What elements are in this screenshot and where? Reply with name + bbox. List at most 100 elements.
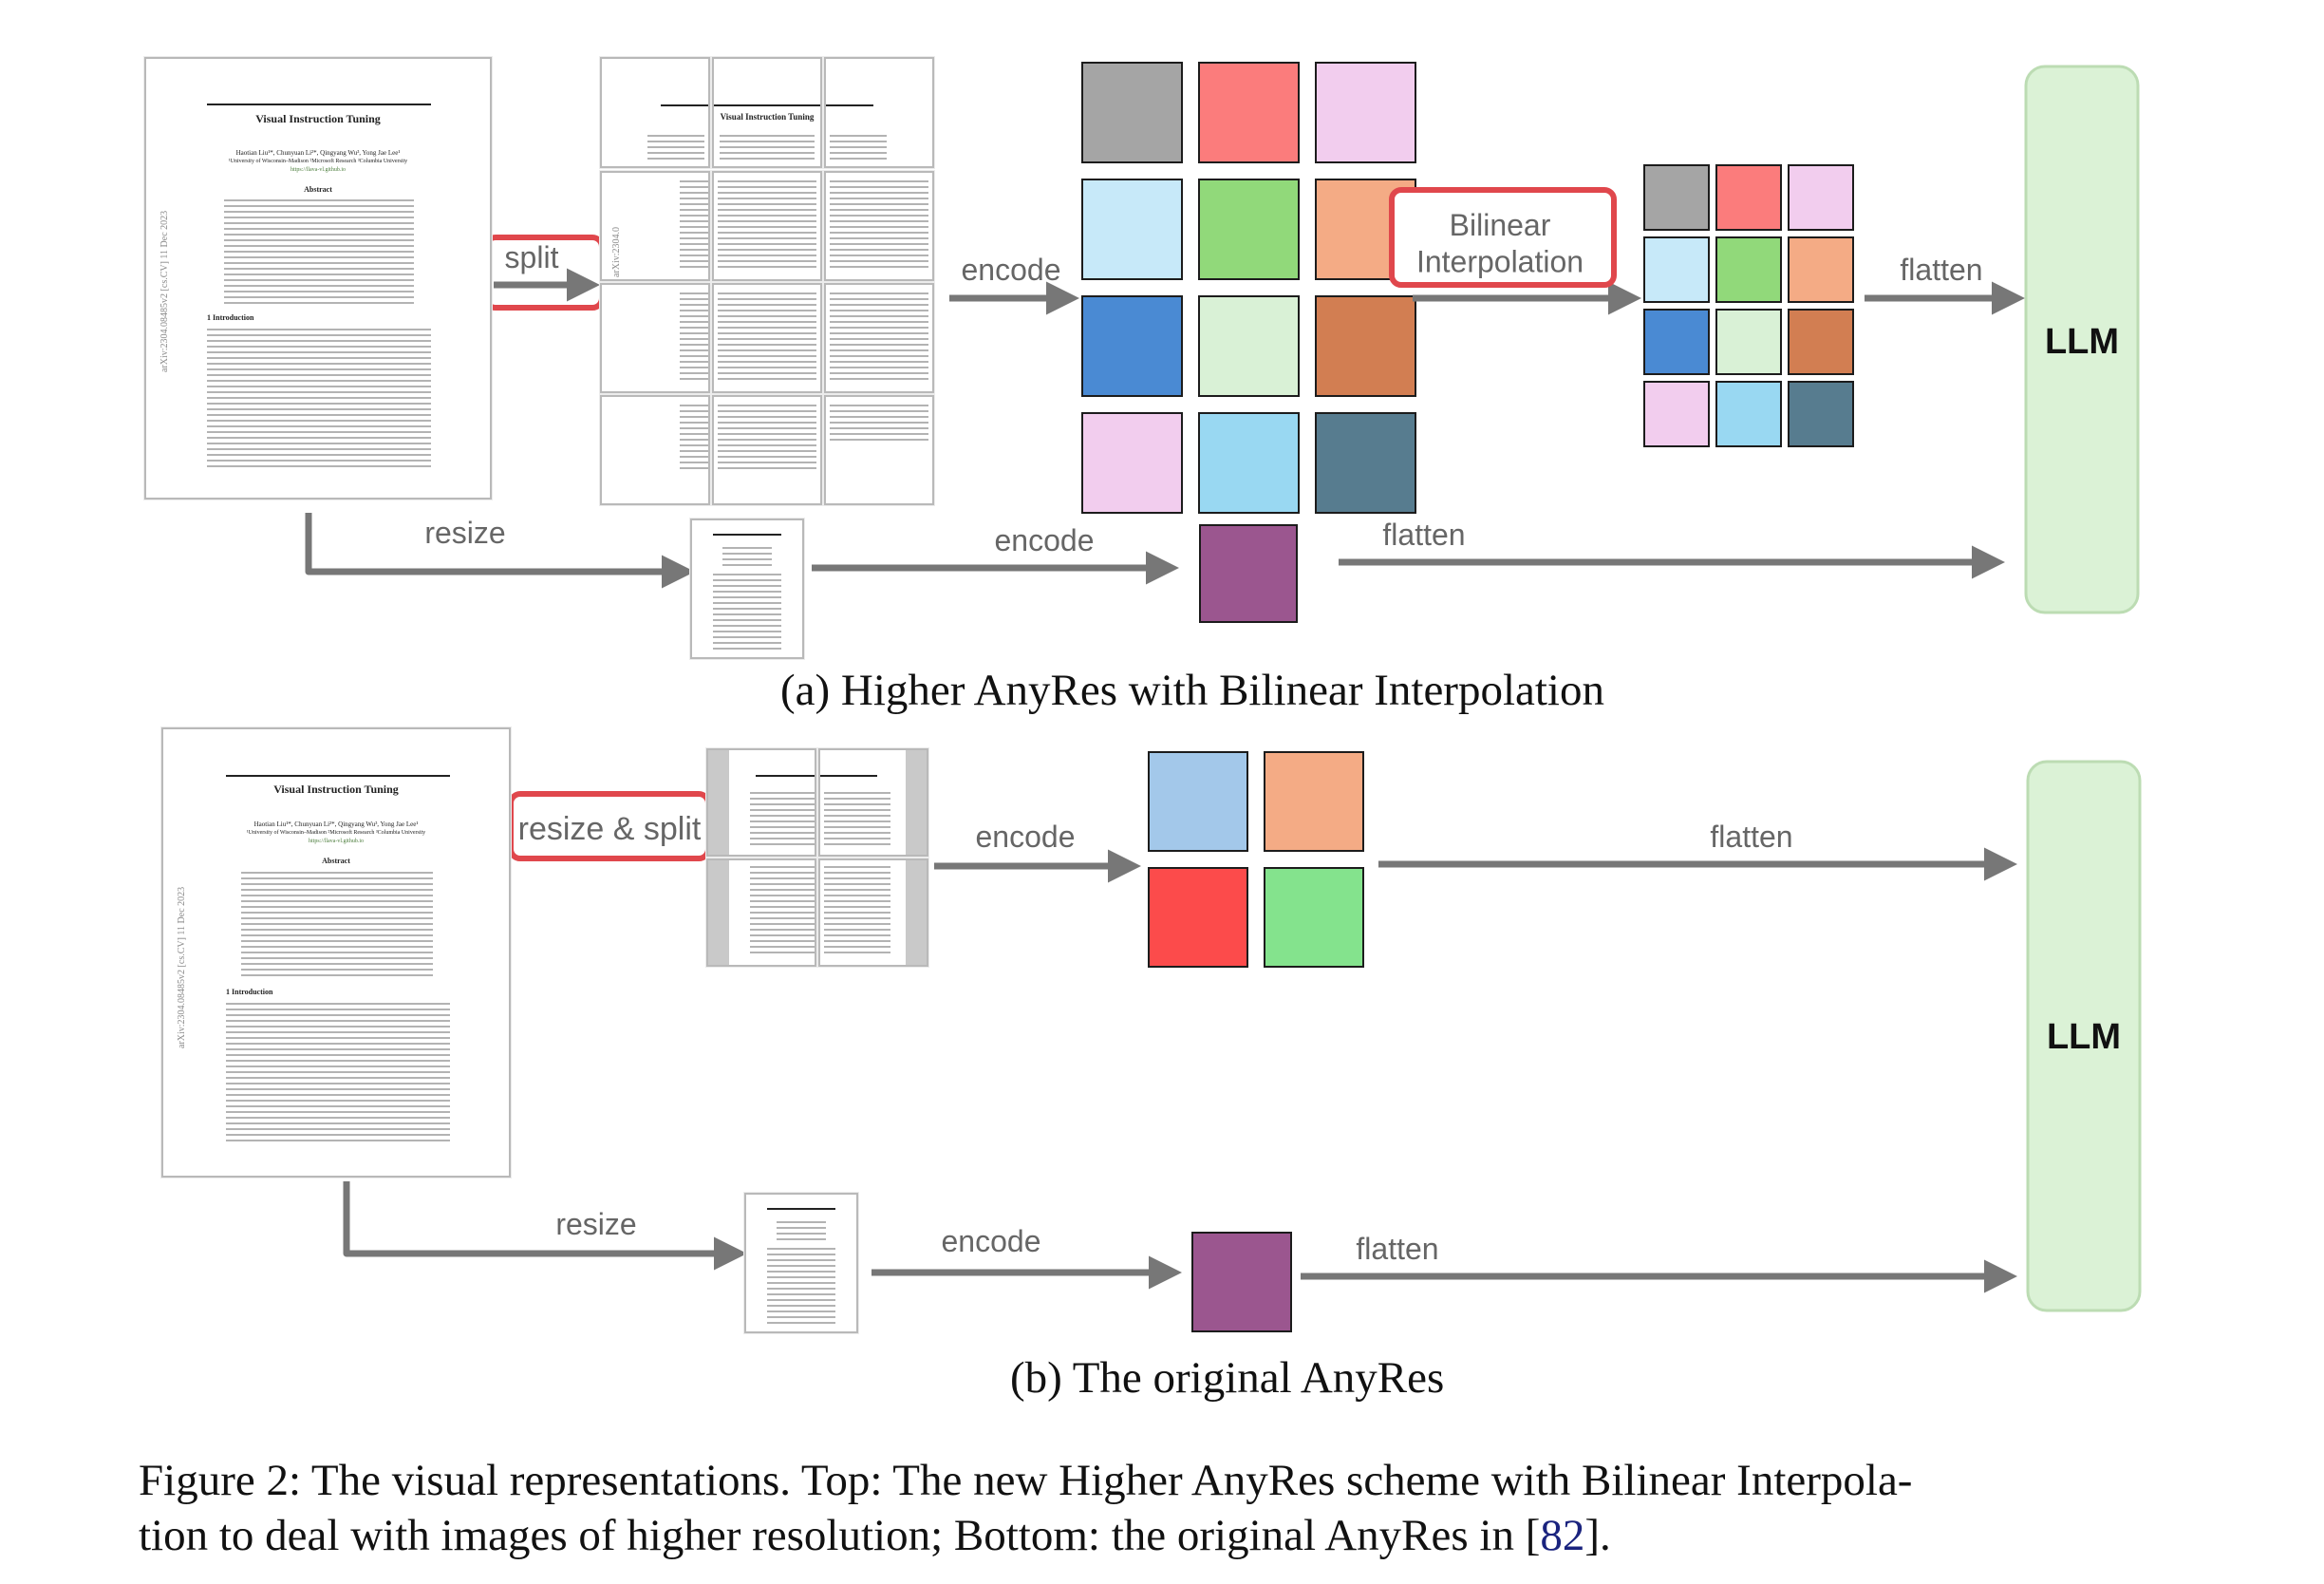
interpolated-grid-a-token-r2-c1: [1643, 236, 1710, 303]
interpolated-grid-a-token-r1-c3: [1788, 164, 1854, 231]
bilinear-label-line: Bilinear: [1450, 208, 1551, 242]
paper-affiliations: ¹University of Wisconsin–Madison ²Micros…: [228, 159, 408, 164]
resized-title-rule: [767, 1208, 835, 1210]
interpolated-grid-a-token-r1-c2: [1715, 164, 1782, 231]
interpolated-grid-a-token-r2-c2: [1715, 236, 1782, 303]
encoded-grid-a-token-r3-c2: [1198, 295, 1300, 397]
arxiv-stamp: arXiv:2304.08485v2 [cs.CV] 11 Dec 2023: [159, 210, 170, 372]
figure-caption-line-2-text: tion to deal with images of higher resol…: [139, 1511, 1541, 1560]
abstract-heading: Abstract: [304, 185, 332, 194]
panel-a-split-tile-2: Visual Instruction Tuning: [712, 57, 822, 168]
citation-link[interactable]: 82: [1540, 1511, 1585, 1560]
tile-text: [680, 292, 708, 384]
tile-text: [720, 135, 815, 160]
panel-a-split-tile-12: [824, 395, 934, 505]
tile-rule: [661, 104, 708, 106]
flatten-label-a-top-line: flatten: [1900, 253, 1982, 287]
flatten-label-a-top: flatten: [1900, 253, 1982, 287]
resize-label-b: resize: [555, 1207, 636, 1241]
llm-label-b: LLM: [2047, 1017, 2121, 1057]
encode-label-b-bottom: encode: [942, 1224, 1041, 1258]
interpolated-grid-a-token-r4-c3: [1788, 381, 1854, 447]
resize-arrow-b: [343, 1181, 747, 1271]
abstract-text: [241, 872, 433, 976]
llm-label-a-line: LLM: [2045, 322, 2119, 362]
resized-text-1: [722, 547, 772, 568]
figure-caption-line-1: Figure 2: The visual representations. To…: [139, 1456, 1913, 1505]
flatten-label-b-top: flatten: [1710, 820, 1792, 854]
encoded-grid-a-token-r4-c3: [1315, 412, 1416, 514]
encode-label-a-top-line: encode: [962, 253, 1061, 287]
tile-text: [718, 405, 816, 471]
encoded-grid-b-token-r1-c1: [1148, 751, 1248, 852]
section-heading: 1 Introduction: [226, 988, 273, 996]
global-token-b: [1191, 1232, 1292, 1332]
arxiv-stamp: arXiv:2304.08485v2 [cs.CV] 11 Dec 2023: [177, 886, 187, 1048]
body-text: [226, 1003, 450, 1145]
llm-label-b-line: LLM: [2047, 1017, 2121, 1057]
panel-b-split-tile-2: [818, 748, 928, 857]
panel-b-split-tile-3: [706, 858, 816, 967]
padding-bar: [708, 750, 729, 855]
interpolated-grid-a-token-r2-c3: [1788, 236, 1854, 303]
title-rule: [226, 775, 450, 777]
interpolated-grid-a-token-r3-c1: [1643, 309, 1710, 375]
panel-a-split-tile-4: arXiv:2304.0: [600, 171, 710, 281]
encode-label-a-bottom-line: encode: [995, 523, 1095, 557]
encoded-grid-a-token-r1-c2: [1198, 62, 1300, 163]
flatten-label-a-bottom: flatten: [1382, 518, 1465, 552]
tile-text: [830, 180, 928, 272]
figure-caption-line-2: tion to deal with images of higher resol…: [139, 1508, 1611, 1563]
panel-b-split-tile-4: [818, 858, 928, 967]
panel-a-caption: (a) Higher AnyRes with Bilinear Interpol…: [780, 666, 1604, 715]
tile-rule: [756, 775, 815, 777]
encode-label-b-top: encode: [976, 820, 1076, 854]
panel-a-split-tile-9: [824, 283, 934, 393]
title-rule: [207, 104, 431, 105]
encoded-grid-a-token-r2-c2: [1198, 179, 1300, 280]
body-text: [207, 329, 431, 471]
encoded-grid-a-token-r1-c1: [1081, 62, 1183, 163]
panel-a-resized-page: [690, 519, 804, 659]
interpolated-grid-a-token-r3-c3: [1788, 309, 1854, 375]
interpolated-grid-a-token-r1-c1: [1643, 164, 1710, 231]
encoded-grid-a-token-r3-c1: [1081, 295, 1183, 397]
tile-text: [750, 792, 815, 847]
resize-label-a: resize: [424, 516, 505, 550]
resize-split-label: resize & split: [518, 811, 702, 847]
tile-text: [830, 292, 928, 384]
encoded-grid-a-token-r4-c1: [1081, 412, 1183, 514]
tile-text: [647, 135, 704, 160]
padding-bar: [906, 750, 927, 855]
flatten-label-b-bottom-line: flatten: [1356, 1232, 1438, 1266]
encode-label-a-bottom: encode: [995, 523, 1095, 557]
tile-text: [824, 792, 890, 847]
tile-text: [824, 866, 890, 957]
encode-label-a-top: encode: [962, 253, 1061, 287]
tile-text: [830, 405, 928, 443]
figure-caption-line-2-end: ].: [1584, 1511, 1611, 1560]
panel-a-split-tile-3: [824, 57, 934, 168]
padding-bar: [906, 860, 927, 965]
tile-text: [718, 180, 816, 272]
panel-a-split-tile-7: [600, 283, 710, 393]
encoded-grid-a-token-r2-c1: [1081, 179, 1183, 280]
abstract-heading: Abstract: [322, 857, 350, 865]
interpolated-grid-a-token-r4-c2: [1715, 381, 1782, 447]
paper-title: Visual Instruction Tuning: [255, 112, 381, 125]
panel-b-source-page: Visual Instruction Tuning Haotian Liu¹*,…: [161, 727, 511, 1178]
paper-url: https://llava-vl.github.io: [290, 167, 346, 173]
abstract-text: [224, 199, 414, 304]
panel-a-split-tile-10: [600, 395, 710, 505]
encoded-grid-b-token-r1-c2: [1264, 751, 1364, 852]
llm-block-b: [2026, 760, 2142, 1312]
paper-url: https://llava-vl.github.io: [309, 839, 364, 844]
panel-b-split-tile-1: [706, 748, 816, 857]
panel-a-source-page: Visual Instruction Tuning Haotian Liu¹*,…: [144, 57, 492, 500]
bilinear-highlight-box: [1389, 187, 1617, 288]
resize-split-label-line: resize & split: [518, 811, 702, 847]
encoded-grid-a-token-r4-c2: [1198, 412, 1300, 514]
tile-text: [830, 135, 887, 160]
